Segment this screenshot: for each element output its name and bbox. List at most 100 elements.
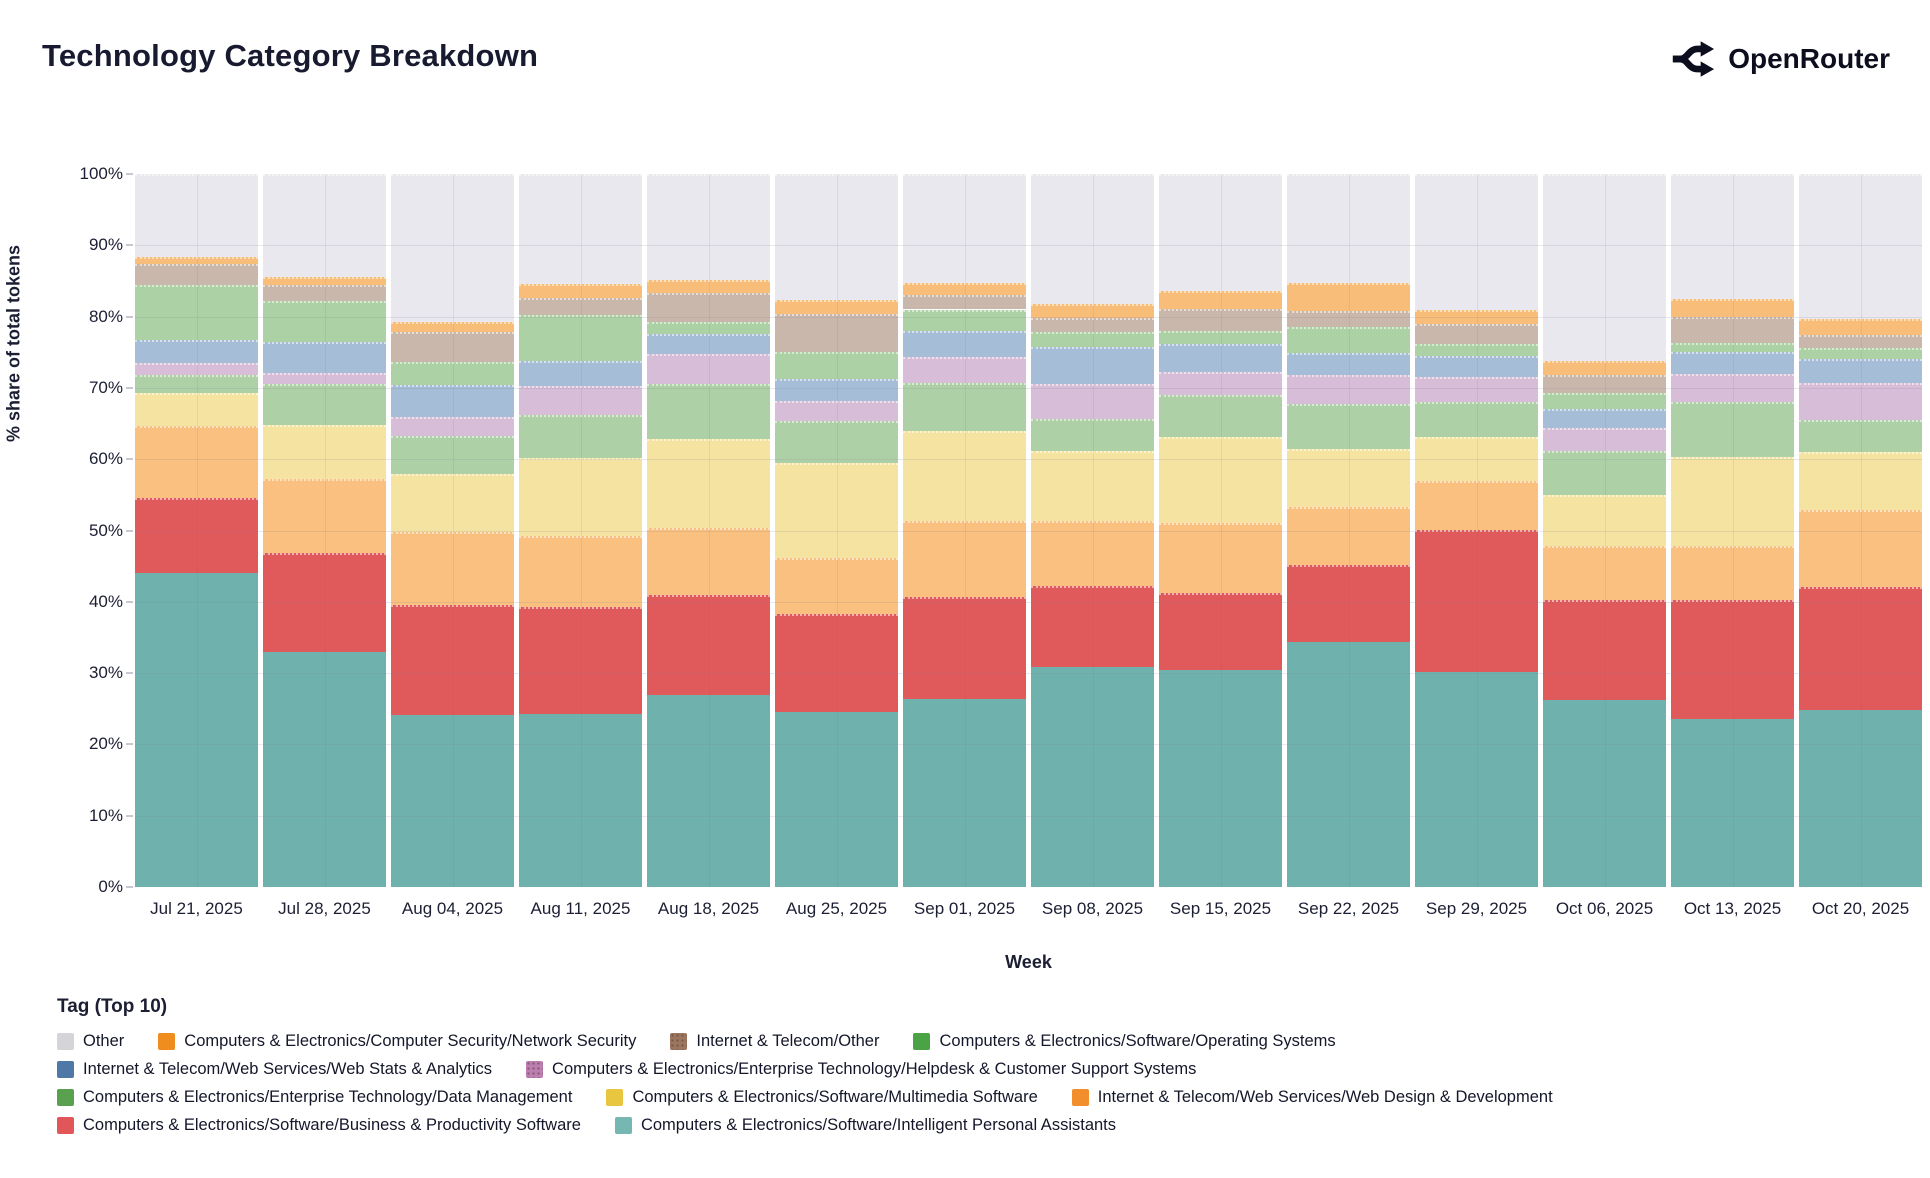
bar-segment[interactable]: [647, 321, 770, 334]
bar-segment[interactable]: [391, 605, 514, 716]
bar-segment[interactable]: [391, 322, 514, 333]
bar-segment[interactable]: [391, 474, 514, 532]
bar-segment[interactable]: [903, 430, 1026, 522]
bar-segment[interactable]: [1543, 392, 1666, 410]
bar-segment[interactable]: [1159, 670, 1282, 887]
bar-segment[interactable]: [1159, 437, 1282, 524]
bar-segment[interactable]: [1287, 352, 1410, 376]
bar-segment[interactable]: [1287, 564, 1410, 642]
bar-segment[interactable]: [1799, 318, 1922, 336]
bar-segment[interactable]: [1671, 174, 1794, 299]
bar-segment[interactable]: [1159, 290, 1282, 309]
bar-segment[interactable]: [135, 362, 258, 376]
bar-segment[interactable]: [135, 263, 258, 286]
bar-segment[interactable]: [391, 332, 514, 362]
bar-segment[interactable]: [1287, 506, 1410, 565]
bar-segment[interactable]: [1543, 174, 1666, 361]
bar-segment[interactable]: [647, 333, 770, 355]
bar-segment[interactable]: [1543, 451, 1666, 495]
bar-segment[interactable]: [1415, 672, 1538, 887]
bar-segment[interactable]: [1031, 346, 1154, 384]
bar-segment[interactable]: [1671, 719, 1794, 887]
bar-segment[interactable]: [1799, 382, 1922, 420]
bar-segment[interactable]: [903, 596, 1026, 699]
bar-segment[interactable]: [903, 309, 1026, 331]
bar-segment[interactable]: [647, 527, 770, 595]
bar-segment[interactable]: [1671, 343, 1794, 352]
bar-segment[interactable]: [135, 174, 258, 257]
bar-segment[interactable]: [1159, 593, 1282, 671]
bar-segment[interactable]: [1671, 298, 1794, 318]
bar-segment[interactable]: [1159, 308, 1282, 331]
bar-segment[interactable]: [1799, 710, 1922, 887]
bar-segment[interactable]: [1671, 600, 1794, 720]
bar-segment[interactable]: [135, 375, 258, 393]
bar-segment[interactable]: [1415, 437, 1538, 482]
bar-segment[interactable]: [263, 300, 386, 342]
bar-segment[interactable]: [903, 295, 1026, 310]
bar-segment[interactable]: [1287, 375, 1410, 405]
bar-segment[interactable]: [1415, 529, 1538, 673]
bar-segment[interactable]: [263, 384, 386, 425]
bar-segment[interactable]: [1159, 523, 1282, 594]
bar-segment[interactable]: [903, 330, 1026, 358]
bar-segment[interactable]: [1287, 404, 1410, 449]
bar-segment[interactable]: [263, 372, 386, 385]
bar-segment[interactable]: [775, 400, 898, 421]
bar-segment[interactable]: [775, 558, 898, 614]
bar-segment[interactable]: [647, 293, 770, 322]
bar-segment[interactable]: [775, 462, 898, 559]
bar-segment[interactable]: [135, 340, 258, 363]
bar-segment[interactable]: [135, 573, 258, 887]
bar-segment[interactable]: [263, 651, 386, 887]
bar-segment[interactable]: [1415, 355, 1538, 377]
bar-segment[interactable]: [1031, 667, 1154, 887]
legend-item[interactable]: Other: [57, 1032, 124, 1051]
bar-segment[interactable]: [519, 315, 642, 361]
bar-segment[interactable]: [1031, 451, 1154, 522]
bar-segment[interactable]: [1287, 448, 1410, 507]
bar-segment[interactable]: [1159, 372, 1282, 396]
bar-segment[interactable]: [391, 385, 514, 418]
bar-segment[interactable]: [1671, 351, 1794, 375]
bar-segment[interactable]: [519, 360, 642, 387]
bar-segment[interactable]: [1671, 457, 1794, 547]
bar-segment[interactable]: [647, 439, 770, 528]
bar-segment[interactable]: [775, 420, 898, 463]
bar-segment[interactable]: [1031, 383, 1154, 419]
bar-segment[interactable]: [1799, 452, 1922, 510]
bar-segment[interactable]: [263, 277, 386, 285]
bar-segment[interactable]: [1287, 283, 1410, 311]
bar-segment[interactable]: [1671, 402, 1794, 458]
bar-segment[interactable]: [903, 698, 1026, 887]
bar-segment[interactable]: [391, 417, 514, 437]
bar-segment[interactable]: [1671, 546, 1794, 601]
bar-segment[interactable]: [1671, 374, 1794, 403]
bar-segment[interactable]: [775, 711, 898, 887]
bar-segment[interactable]: [903, 283, 1026, 296]
bar-segment[interactable]: [647, 383, 770, 440]
legend-item[interactable]: Internet & Telecom/Web Services/Web Desi…: [1071, 1088, 1553, 1107]
legend-item[interactable]: Computers & Electronics/Enterprise Techn…: [526, 1060, 1196, 1079]
bar-segment[interactable]: [1287, 174, 1410, 284]
bar-segment[interactable]: [519, 386, 642, 415]
bar-segment[interactable]: [519, 283, 642, 299]
legend-item[interactable]: Computers & Electronics/Software/Operati…: [913, 1032, 1336, 1051]
bar-segment[interactable]: [1159, 343, 1282, 373]
bar-segment[interactable]: [1671, 317, 1794, 343]
bar-segment[interactable]: [1543, 599, 1666, 701]
bar-segment[interactable]: [1543, 409, 1666, 428]
bar-segment[interactable]: [775, 299, 898, 314]
legend-item[interactable]: Computers & Electronics/Software/Intelli…: [614, 1116, 1116, 1135]
bar-segment[interactable]: [903, 357, 1026, 383]
bar-segment[interactable]: [1799, 509, 1922, 587]
bar-segment[interactable]: [1415, 323, 1538, 344]
bar-segment[interactable]: [1031, 521, 1154, 587]
bar-segment[interactable]: [647, 695, 770, 887]
legend-item[interactable]: Internet & Telecom/Web Services/Web Stat…: [57, 1060, 492, 1079]
bar-segment[interactable]: [775, 613, 898, 712]
bar-segment[interactable]: [1031, 586, 1154, 668]
bar-segment[interactable]: [391, 436, 514, 475]
bar-segment[interactable]: [1159, 330, 1282, 344]
bar-segment[interactable]: [1415, 481, 1538, 530]
